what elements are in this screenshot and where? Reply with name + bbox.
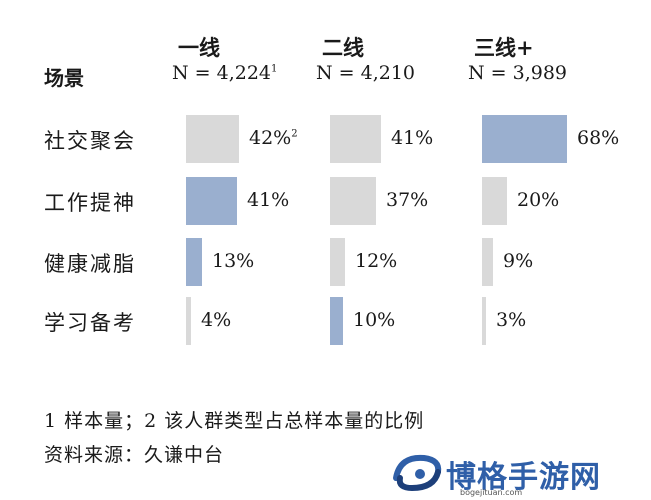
row-label: 工作提神	[44, 191, 136, 215]
bar	[186, 115, 239, 163]
footnote: 1 样本量；2 该人群类型占总样本量的比例	[44, 410, 425, 432]
bar	[482, 115, 567, 163]
sample-size-text: N = 3,989	[468, 62, 568, 84]
data-label: 4%	[201, 309, 231, 331]
data-label-text: 42%	[249, 127, 292, 149]
sample-size-text: N = 4,210	[316, 62, 416, 84]
source-note: 资料来源：久谦中台	[44, 444, 225, 466]
row-label: 学习备考	[44, 311, 136, 335]
row-label: 健康减脂	[44, 252, 136, 276]
watermark-swirl-icon	[393, 454, 442, 492]
data-label: 13%	[212, 250, 254, 272]
watermark-url: bogejituan.com	[460, 488, 523, 497]
data-label-text: 13%	[212, 250, 255, 272]
column-sample-size: N = 3,989	[468, 62, 567, 84]
data-label: 10%	[353, 309, 395, 331]
bar	[186, 238, 202, 286]
column-sample-size: N = 4,210	[316, 62, 415, 84]
data-label-text: 10%	[353, 309, 396, 331]
data-label: 37%	[386, 189, 428, 211]
data-label-text: 41%	[247, 189, 290, 211]
sample-size-text: N = 4,224	[172, 62, 272, 84]
data-label: 20%	[517, 189, 559, 211]
data-label: 68%	[577, 127, 619, 149]
bar	[330, 238, 345, 286]
row-header: 场景	[44, 66, 84, 90]
data-label: 42%2	[249, 127, 298, 149]
bar	[482, 297, 486, 345]
bar	[186, 177, 237, 225]
watermark-logo: 博格手游网 bogejituan.com	[388, 448, 648, 498]
data-label-text: 12%	[355, 250, 398, 272]
column-title: 三线+	[474, 35, 534, 60]
data-label-text: 41%	[391, 127, 434, 149]
data-label-text: 3%	[496, 309, 527, 331]
column-sample-size: N = 4,2241	[172, 62, 277, 84]
watermark-text: 博格手游网	[446, 460, 601, 495]
bar	[330, 177, 376, 225]
footnote-marker: 1	[271, 63, 278, 75]
data-label: 3%	[496, 309, 526, 331]
data-label: 41%	[247, 189, 289, 211]
bar	[482, 177, 507, 225]
data-label: 12%	[355, 250, 397, 272]
data-label-text: 68%	[577, 127, 620, 149]
data-label-text: 20%	[517, 189, 560, 211]
data-label-text: 4%	[201, 309, 232, 331]
footnote-marker: 2	[291, 128, 298, 140]
bar	[482, 238, 493, 286]
data-label: 41%	[391, 127, 433, 149]
data-label: 9%	[503, 250, 533, 272]
data-label-text: 9%	[503, 250, 534, 272]
row-label: 社交聚会	[44, 129, 136, 153]
column-title: 一线	[178, 35, 220, 60]
bar	[330, 115, 381, 163]
bar	[330, 297, 343, 345]
data-label-text: 37%	[386, 189, 429, 211]
bar	[186, 297, 191, 345]
column-title: 二线	[322, 35, 364, 60]
